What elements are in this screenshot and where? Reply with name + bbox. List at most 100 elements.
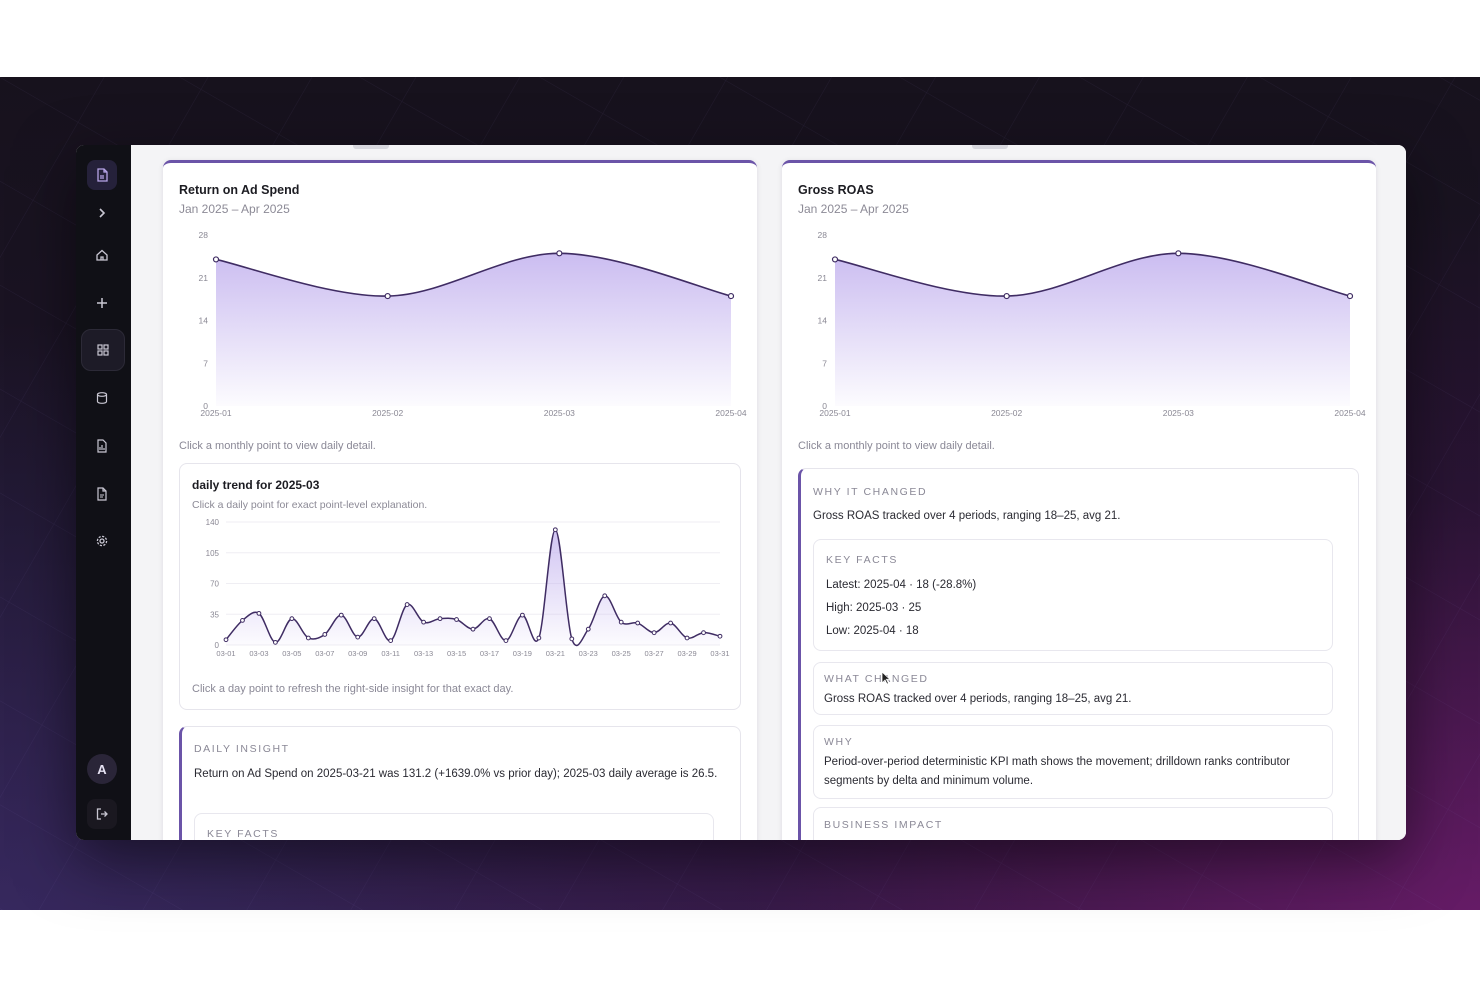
x-tick-label: 2025-03: [1163, 408, 1194, 418]
data-point[interactable]: [651, 630, 657, 636]
business-impact-box: BUSINESS IMPACT: [813, 807, 1333, 840]
data-point[interactable]: [322, 632, 328, 637]
dashboard-icon[interactable]: [81, 329, 125, 371]
card-date-range: Jan 2025 – Apr 2025: [179, 202, 290, 216]
x-tick-label: 03-05: [282, 649, 301, 658]
x-tick-label: 03-11: [381, 649, 400, 658]
key-fact-latest: Latest: 2025-04 · 18 (-28.8%): [826, 579, 977, 591]
data-point[interactable]: [1346, 292, 1354, 300]
data-point[interactable]: [454, 617, 459, 622]
card-title: Gross ROAS: [798, 183, 874, 197]
data-point[interactable]: [618, 619, 624, 625]
avatar[interactable]: A: [87, 754, 117, 784]
data-point[interactable]: [668, 620, 674, 626]
document-icon[interactable]: [87, 479, 117, 509]
data-point[interactable]: [289, 616, 295, 622]
y-tick-label: 105: [206, 549, 220, 558]
plus-icon[interactable]: [87, 288, 117, 318]
mouse-cursor-icon: [881, 671, 891, 685]
data-point[interactable]: [355, 634, 361, 640]
data-point[interactable]: [684, 635, 690, 641]
daily-trend-subtitle: Click a daily point for exact point-leve…: [192, 499, 428, 511]
data-point[interactable]: [487, 616, 492, 622]
data-point[interactable]: [470, 626, 476, 632]
x-tick-label: 03-21: [546, 649, 565, 658]
key-fact-high: High: 2025-03 · 25: [826, 602, 922, 614]
x-tick-label: 2025-04: [715, 408, 746, 418]
area-fill: [226, 529, 720, 646]
x-tick-label: 03-17: [480, 649, 499, 658]
y-tick-label: 0: [203, 401, 208, 411]
data-point[interactable]: [635, 620, 641, 626]
x-tick-label: 2025-01: [200, 408, 231, 418]
daily-trend-title: daily trend for 2025-03: [192, 478, 320, 492]
data-point[interactable]: [503, 638, 509, 644]
data-point[interactable]: [388, 638, 394, 644]
data-point[interactable]: [552, 527, 558, 533]
daily-insight-label: DAILY INSIGHT: [194, 743, 290, 755]
data-point[interactable]: [223, 637, 229, 643]
y-tick-label: 14: [199, 316, 209, 326]
data-point[interactable]: [437, 616, 443, 622]
data-point[interactable]: [338, 612, 344, 618]
logout-icon[interactable]: [87, 799, 117, 829]
why-it-changed-panel: WHY IT CHANGED Gross ROAS tracked over 4…: [798, 468, 1359, 840]
key-facts-label: KEY FACTS: [826, 554, 898, 566]
daily-line-chart[interactable]: 0 35 70 105 140 03-01 03-03 03-05 03-07 03-09 03-1…: [180, 516, 740, 671]
data-point[interactable]: [585, 626, 591, 632]
sidebar: A: [76, 145, 131, 840]
top-tab-strip: [131, 145, 1406, 151]
why-label: WHY: [824, 736, 854, 748]
data-point[interactable]: [371, 616, 377, 622]
database-icon[interactable]: [87, 383, 117, 413]
x-tick-label: 2025-01: [819, 408, 850, 418]
chevron-right-icon[interactable]: [87, 198, 117, 228]
daily-insight-text: Return on Ad Spend on 2025-03-21 was 131…: [194, 768, 718, 780]
monthly-area-chart[interactable]: 0 7 14 21 28 2025-01 2025-02 2025-03 2025-04: [163, 223, 757, 423]
data-point[interactable]: [520, 612, 525, 618]
logo-icon[interactable]: [87, 160, 117, 190]
data-point[interactable]: [305, 635, 311, 641]
data-point[interactable]: [701, 630, 706, 636]
daily-key-facts-label: KEY FACTS: [207, 828, 279, 840]
card-date-range: Jan 2025 – Apr 2025: [798, 202, 909, 216]
x-tick-label: 03-01: [216, 649, 235, 658]
data-point[interactable]: [384, 292, 391, 300]
x-tick-label: 2025-02: [372, 408, 403, 418]
data-point[interactable]: [556, 250, 563, 257]
gross-roas-card: Gross ROAS Jan 2025 – Apr 2025 0 7 14 21 28 2…: [782, 160, 1376, 840]
monthly-area-chart[interactable]: 0 7 14 21 28 2025-01 2025-02 2025-03 2025-04: [782, 223, 1376, 423]
y-tick-label: 21: [818, 273, 828, 283]
home-icon[interactable]: [87, 240, 117, 270]
scroll-tab-left[interactable]: [353, 145, 389, 149]
data-point[interactable]: [421, 619, 427, 625]
y-tick-label: 28: [199, 230, 209, 240]
data-point[interactable]: [240, 618, 245, 623]
data-point[interactable]: [212, 256, 220, 263]
data-point[interactable]: [717, 633, 723, 639]
data-point[interactable]: [602, 593, 608, 599]
card-title: Return on Ad Spend: [179, 183, 300, 197]
area-fill: [835, 253, 1350, 406]
scroll-tab-right[interactable]: [972, 145, 1008, 149]
main-content: Return on Ad Spend Jan 2025 – Apr 2025 0…: [131, 145, 1406, 840]
data-point[interactable]: [727, 292, 735, 300]
series-line: [215, 252, 732, 297]
data-point[interactable]: [273, 639, 278, 645]
roas-card: Return on Ad Spend Jan 2025 – Apr 2025 0…: [163, 160, 757, 840]
why-it-changed-label: WHY IT CHANGED: [813, 486, 928, 498]
x-tick-label: 03-13: [414, 649, 433, 658]
data-point[interactable]: [404, 602, 410, 607]
data-point[interactable]: [536, 635, 542, 641]
what-changed-text: Gross ROAS tracked over 4 periods, rangi…: [824, 693, 1132, 705]
why-box: WHY Period-over-period deterministic KPI…: [813, 725, 1333, 799]
x-tick-label: 03-25: [612, 649, 631, 658]
reports-icon[interactable]: [87, 431, 117, 461]
data-point[interactable]: [831, 256, 839, 263]
data-point[interactable]: [1003, 292, 1010, 300]
data-point[interactable]: [256, 610, 262, 616]
data-point[interactable]: [1175, 250, 1182, 257]
data-point[interactable]: [569, 636, 575, 642]
gear-icon[interactable]: [87, 526, 117, 556]
x-tick-label: 03-03: [249, 649, 268, 658]
